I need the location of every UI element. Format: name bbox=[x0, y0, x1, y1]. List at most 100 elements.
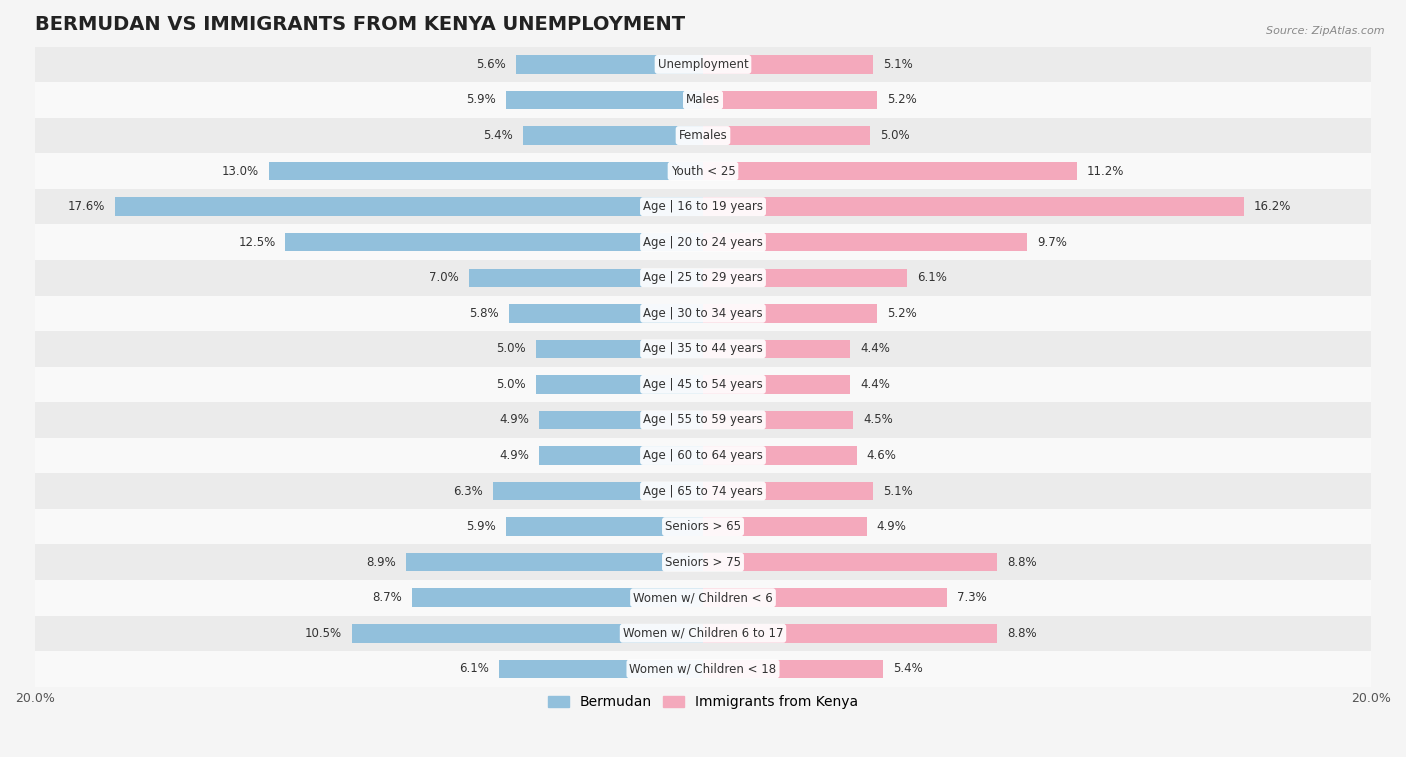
Text: Age | 30 to 34 years: Age | 30 to 34 years bbox=[643, 307, 763, 319]
Bar bbox=[35, 651, 1371, 687]
Bar bbox=[115, 198, 703, 216]
Bar bbox=[35, 473, 1371, 509]
Text: Women w/ Children < 18: Women w/ Children < 18 bbox=[630, 662, 776, 675]
Bar bbox=[269, 162, 703, 180]
Bar bbox=[506, 517, 703, 536]
Text: Seniors > 75: Seniors > 75 bbox=[665, 556, 741, 569]
Bar bbox=[703, 55, 873, 73]
Text: 11.2%: 11.2% bbox=[1087, 164, 1125, 178]
Text: 6.3%: 6.3% bbox=[453, 484, 482, 497]
Text: Age | 35 to 44 years: Age | 35 to 44 years bbox=[643, 342, 763, 355]
Bar bbox=[35, 189, 1371, 224]
Text: 4.5%: 4.5% bbox=[863, 413, 893, 426]
Bar bbox=[703, 659, 883, 678]
Text: 6.1%: 6.1% bbox=[460, 662, 489, 675]
Text: Youth < 25: Youth < 25 bbox=[671, 164, 735, 178]
Bar bbox=[703, 91, 877, 109]
Bar bbox=[703, 198, 1244, 216]
Text: 5.0%: 5.0% bbox=[496, 342, 526, 355]
Text: Females: Females bbox=[679, 129, 727, 142]
Text: 4.6%: 4.6% bbox=[866, 449, 897, 462]
Text: Age | 20 to 24 years: Age | 20 to 24 years bbox=[643, 235, 763, 249]
Bar bbox=[499, 659, 703, 678]
Bar bbox=[703, 553, 997, 572]
Text: 4.4%: 4.4% bbox=[860, 378, 890, 391]
Bar bbox=[703, 304, 877, 322]
Text: 5.2%: 5.2% bbox=[887, 307, 917, 319]
Text: 9.7%: 9.7% bbox=[1038, 235, 1067, 249]
Text: Seniors > 65: Seniors > 65 bbox=[665, 520, 741, 533]
Text: 17.6%: 17.6% bbox=[67, 200, 105, 213]
Bar bbox=[35, 224, 1371, 260]
Text: Unemployment: Unemployment bbox=[658, 58, 748, 71]
Bar bbox=[35, 402, 1371, 438]
Text: Males: Males bbox=[686, 94, 720, 107]
Bar bbox=[35, 260, 1371, 295]
Text: Age | 25 to 29 years: Age | 25 to 29 years bbox=[643, 271, 763, 285]
Bar bbox=[516, 55, 703, 73]
Text: Age | 45 to 54 years: Age | 45 to 54 years bbox=[643, 378, 763, 391]
Text: 5.6%: 5.6% bbox=[477, 58, 506, 71]
Bar bbox=[703, 624, 997, 643]
Text: Women w/ Children 6 to 17: Women w/ Children 6 to 17 bbox=[623, 627, 783, 640]
Bar bbox=[703, 375, 851, 394]
Bar bbox=[506, 91, 703, 109]
Text: 5.1%: 5.1% bbox=[883, 58, 912, 71]
Text: 4.9%: 4.9% bbox=[877, 520, 907, 533]
Text: 5.4%: 5.4% bbox=[482, 129, 513, 142]
Bar bbox=[509, 304, 703, 322]
Bar bbox=[353, 624, 703, 643]
Bar bbox=[35, 544, 1371, 580]
Bar bbox=[523, 126, 703, 145]
Legend: Bermudan, Immigrants from Kenya: Bermudan, Immigrants from Kenya bbox=[543, 690, 863, 715]
Bar bbox=[703, 411, 853, 429]
Bar bbox=[35, 615, 1371, 651]
Text: 5.0%: 5.0% bbox=[880, 129, 910, 142]
Bar bbox=[492, 481, 703, 500]
Bar bbox=[536, 340, 703, 358]
Bar bbox=[703, 233, 1026, 251]
Text: 4.4%: 4.4% bbox=[860, 342, 890, 355]
Text: 7.3%: 7.3% bbox=[957, 591, 987, 604]
Text: 8.9%: 8.9% bbox=[366, 556, 395, 569]
Bar bbox=[35, 118, 1371, 154]
Bar bbox=[540, 447, 703, 465]
Text: 16.2%: 16.2% bbox=[1254, 200, 1292, 213]
Bar bbox=[35, 47, 1371, 83]
Text: Age | 65 to 74 years: Age | 65 to 74 years bbox=[643, 484, 763, 497]
Bar bbox=[35, 438, 1371, 473]
Bar bbox=[35, 580, 1371, 615]
Text: 5.8%: 5.8% bbox=[470, 307, 499, 319]
Bar bbox=[35, 366, 1371, 402]
Text: BERMUDAN VS IMMIGRANTS FROM KENYA UNEMPLOYMENT: BERMUDAN VS IMMIGRANTS FROM KENYA UNEMPL… bbox=[35, 15, 685, 34]
Text: 8.7%: 8.7% bbox=[373, 591, 402, 604]
Bar bbox=[703, 126, 870, 145]
Bar bbox=[406, 553, 703, 572]
Text: 4.9%: 4.9% bbox=[499, 413, 529, 426]
Text: 12.5%: 12.5% bbox=[238, 235, 276, 249]
Text: Age | 16 to 19 years: Age | 16 to 19 years bbox=[643, 200, 763, 213]
Bar bbox=[703, 481, 873, 500]
Bar bbox=[703, 517, 866, 536]
Bar bbox=[412, 588, 703, 607]
Text: 4.9%: 4.9% bbox=[499, 449, 529, 462]
Bar bbox=[703, 340, 851, 358]
Bar bbox=[703, 447, 856, 465]
Text: 10.5%: 10.5% bbox=[305, 627, 342, 640]
Bar bbox=[703, 162, 1077, 180]
Text: 13.0%: 13.0% bbox=[222, 164, 259, 178]
Text: 5.1%: 5.1% bbox=[883, 484, 912, 497]
Text: 5.2%: 5.2% bbox=[887, 94, 917, 107]
Text: Women w/ Children < 6: Women w/ Children < 6 bbox=[633, 591, 773, 604]
Bar bbox=[35, 154, 1371, 189]
Bar bbox=[703, 588, 946, 607]
Text: 7.0%: 7.0% bbox=[429, 271, 460, 285]
Bar bbox=[470, 269, 703, 287]
Bar bbox=[35, 331, 1371, 366]
Text: 5.0%: 5.0% bbox=[496, 378, 526, 391]
Text: Source: ZipAtlas.com: Source: ZipAtlas.com bbox=[1267, 26, 1385, 36]
Text: 6.1%: 6.1% bbox=[917, 271, 946, 285]
Text: 8.8%: 8.8% bbox=[1007, 627, 1036, 640]
Text: Age | 60 to 64 years: Age | 60 to 64 years bbox=[643, 449, 763, 462]
Text: Age | 55 to 59 years: Age | 55 to 59 years bbox=[643, 413, 763, 426]
